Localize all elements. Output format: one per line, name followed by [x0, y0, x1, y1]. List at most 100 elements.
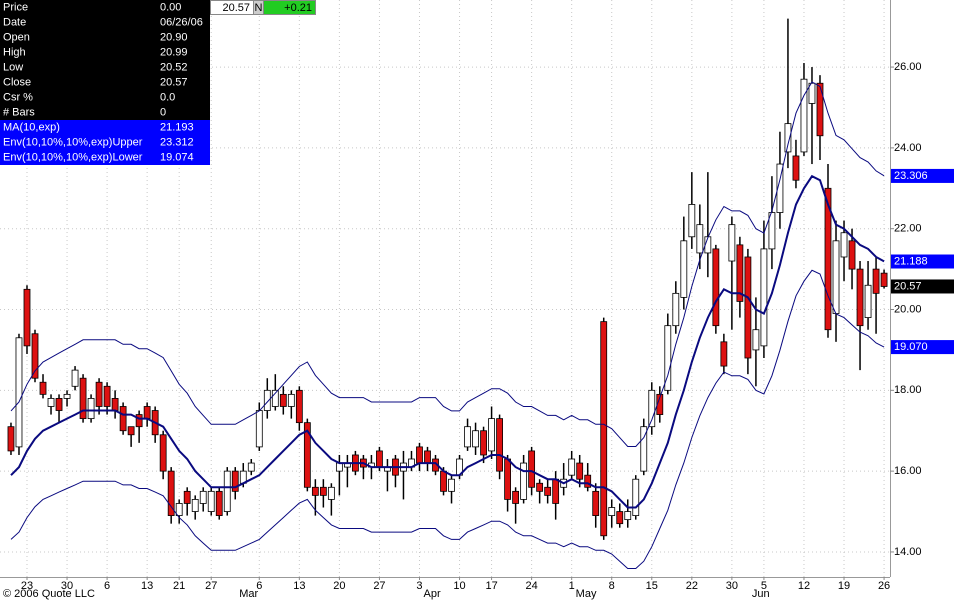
candle-body	[808, 82, 816, 104]
candle-body	[87, 398, 95, 420]
month-label: Mar	[239, 588, 258, 600]
candle-body	[424, 450, 431, 464]
candle-body	[568, 458, 576, 476]
candle-body	[119, 406, 127, 432]
candle-body	[207, 490, 215, 512]
candle-body	[15, 337, 23, 448]
candle-body	[167, 470, 175, 516]
candle-body	[856, 268, 864, 327]
price-label-box	[891, 254, 954, 269]
quote-change-box	[263, 0, 316, 15]
candle-body	[39, 381, 47, 395]
candle-body	[656, 393, 664, 415]
candle-body	[648, 389, 656, 428]
candle-body	[215, 490, 223, 516]
candle-body	[640, 426, 648, 472]
candle-body	[464, 426, 471, 448]
candle-body	[448, 478, 455, 492]
candle-body	[576, 462, 584, 480]
candle-body	[728, 224, 736, 262]
x-tick-label: 22	[686, 580, 698, 592]
candle-body	[696, 224, 704, 254]
candle-body	[760, 248, 768, 347]
candle-body	[31, 333, 39, 379]
x-tick-label: 21	[173, 580, 185, 592]
candle-body	[111, 398, 119, 411]
candle-body	[95, 381, 103, 407]
candle-body	[23, 288, 31, 347]
info-label: Date	[3, 16, 26, 28]
candle-body	[183, 490, 191, 504]
x-tick-label: 13	[293, 580, 305, 592]
candle-body	[632, 478, 640, 516]
month-label: May	[576, 588, 597, 600]
candle-body	[752, 329, 760, 351]
x-tick-label: 5	[761, 580, 767, 592]
candle-body	[223, 470, 231, 512]
x-tick-label: 19	[838, 580, 850, 592]
x-tick-label: 20	[333, 580, 345, 592]
candle-body	[255, 410, 263, 448]
info-value: 20.90	[160, 31, 188, 43]
x-tick-label: 6	[104, 580, 110, 592]
candle-body	[528, 450, 536, 488]
month-label: Apr	[423, 588, 440, 600]
price-label: 23.306	[894, 170, 928, 182]
info-value: 0.0	[160, 91, 175, 103]
candle-body	[800, 78, 808, 153]
x-tick-label: 10	[453, 580, 465, 592]
x-tick-label: 6	[256, 580, 262, 592]
y-tick-label: 20.00	[894, 303, 922, 315]
candle-body	[135, 414, 143, 428]
candle-body	[552, 478, 560, 504]
candle-body	[536, 482, 544, 492]
candle-body	[71, 369, 79, 387]
candle-body	[295, 389, 303, 424]
legend-value: 19.074	[160, 151, 194, 163]
month-label: Jun	[752, 588, 770, 600]
price-label-box	[891, 168, 954, 183]
x-tick-label: 3	[416, 580, 422, 592]
candle-body	[488, 418, 495, 452]
candle-body	[680, 240, 688, 298]
x-tick-label: 27	[373, 580, 385, 592]
price-label: 20.57	[894, 280, 922, 292]
y-tick-label: 24.00	[894, 142, 922, 154]
candle-body	[832, 240, 840, 314]
legend-label: Env(10,10%,10%,exp)Lower	[3, 151, 143, 163]
candle-body	[504, 458, 511, 500]
x-tick-label: 13	[141, 580, 153, 592]
copyright: © 2006 Quote LLC	[3, 588, 95, 600]
quote-flag: N	[255, 2, 263, 14]
indicator-panel	[0, 120, 210, 165]
x-tick-label: 1	[569, 580, 575, 592]
candle-body	[480, 430, 487, 456]
info-label: High	[3, 46, 26, 58]
candle-body	[712, 248, 720, 327]
info-value: 20.52	[160, 61, 188, 73]
candle-body	[472, 430, 479, 448]
candle-body	[440, 470, 447, 492]
x-tick-label: 30	[726, 580, 738, 592]
quote-change: +0.21	[284, 2, 312, 14]
info-label: Price	[3, 1, 28, 13]
y-tick-label: 26.00	[894, 61, 922, 73]
candle-body	[376, 450, 383, 468]
candle-body	[784, 123, 792, 153]
candle-body	[231, 470, 239, 492]
info-label: Open	[3, 31, 30, 43]
candle-body	[600, 321, 608, 537]
candle-body	[127, 426, 135, 436]
candle-body	[79, 377, 87, 420]
y-tick-label: 16.00	[894, 465, 922, 477]
candle-body	[247, 462, 255, 472]
info-value: 20.57	[160, 76, 188, 88]
candle-body	[416, 446, 423, 464]
candle-body	[880, 272, 888, 287]
candle-body	[496, 418, 503, 472]
candle-body	[512, 490, 520, 504]
candle-body	[199, 490, 207, 504]
candle-body	[616, 511, 624, 525]
candle-body	[55, 398, 63, 411]
